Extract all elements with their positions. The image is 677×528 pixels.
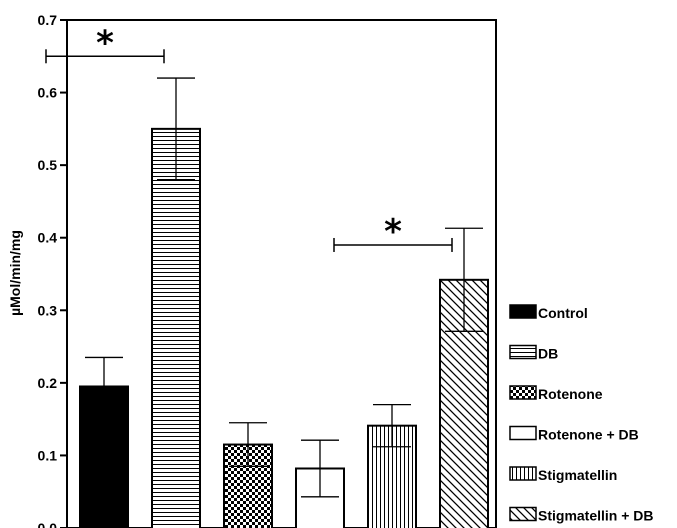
y-tick-label: 0.0 [38,520,58,528]
y-axis-label: µMol/min/mg [7,230,23,316]
legend-swatch [509,385,537,400]
y-tick-label: 0.5 [38,157,58,173]
y-tick-label: 0.3 [38,302,58,318]
bars [79,127,489,528]
y-tick-label: 0.7 [38,12,58,28]
legend-label: Stigmatellin [538,467,617,483]
legend-swatch [509,425,537,441]
y-tick-label: 0.1 [38,447,58,463]
y-axis: 0.0 0.1 0.2 0.3 0.4 0.5 0.6 0.7 [38,12,67,528]
legend-label: Control [538,305,588,321]
y-tick-label: 0.4 [38,230,58,246]
y-tick-label: 0.2 [38,375,58,391]
legend-label: DB [538,346,558,362]
bar-db [151,127,201,528]
error-bars [85,77,483,498]
legend: Control DB Rotenone Rotenone + DB Stigmatell… [509,304,654,524]
legend-label: Rotenone [538,386,603,402]
y-tick-label: 0.6 [38,85,58,101]
significance-markers: ** [45,23,453,252]
plot-frame [66,19,497,528]
legend-swatch [509,344,537,360]
significance-label: * [384,212,402,252]
legend-swatch [509,506,537,522]
legend-label: Rotenone + DB [538,427,639,443]
legend-swatch [509,466,537,481]
significance-label: * [96,23,114,63]
legend-swatch [509,304,537,319]
legend-label: Stigmatellin + DB [538,508,654,524]
